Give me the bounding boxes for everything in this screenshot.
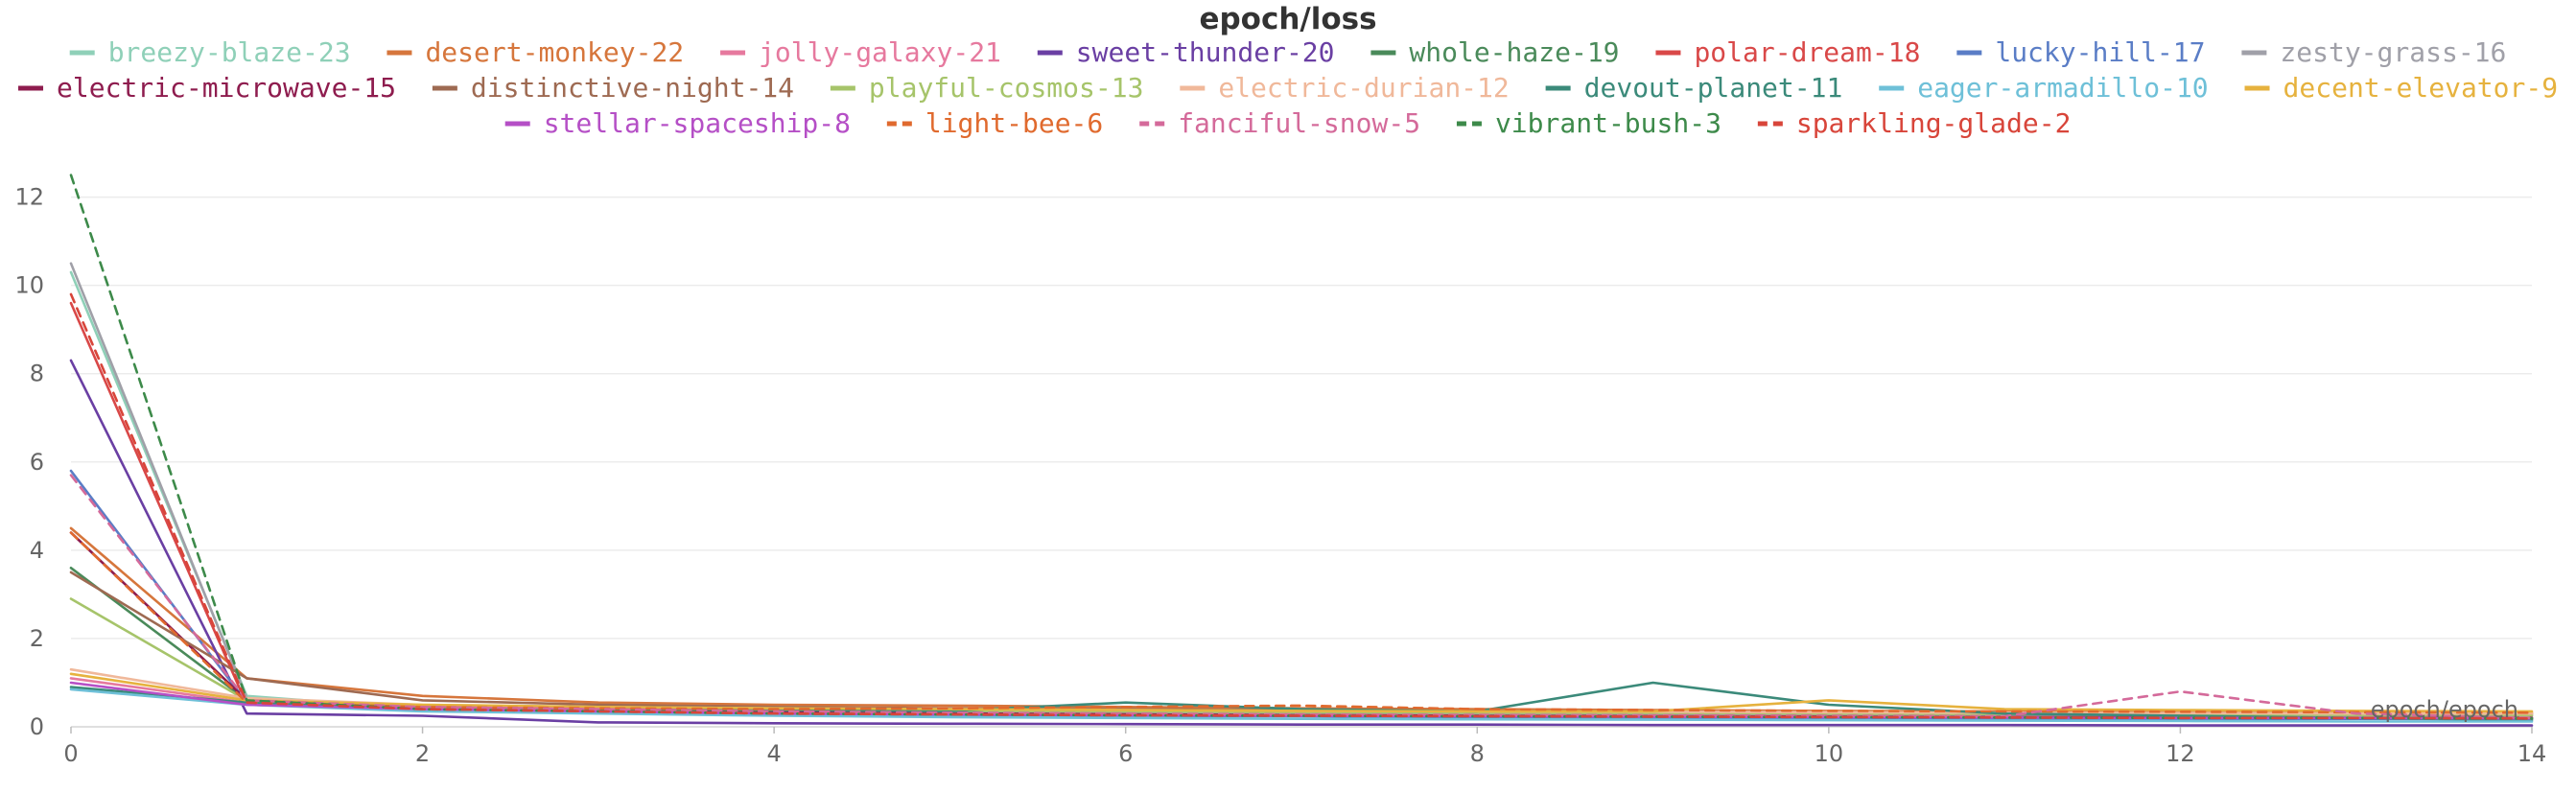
y-tick-label: 0 [30, 713, 44, 740]
legend-item-desert-monkey-22[interactable]: desert-monkey-22 [425, 36, 684, 68]
legend-item-eager-armadillo-10[interactable]: eager-armadillo-10 [1917, 72, 2208, 104]
legend-item-distinctive-night-14[interactable]: distinctive-night-14 [471, 72, 794, 104]
legend: breezy-blaze-23 desert-monkey-22 jolly-gal… [18, 36, 2558, 139]
series-line-distinctive-night-14 [69, 571, 2534, 715]
legend-item-fanciful-snow-5[interactable]: fanciful-snow-5 [1178, 107, 1420, 139]
chart-title: epoch/loss [1199, 2, 1376, 36]
x-tick-label: 14 [2517, 740, 2547, 767]
y-tick-label: 4 [30, 537, 44, 564]
legend-item-playful-cosmos-13[interactable]: playful-cosmos-13 [869, 72, 1144, 104]
legend-item-electric-durian-12[interactable]: electric-durian-12 [1218, 72, 1509, 104]
x-tick-label: 10 [1815, 740, 1844, 767]
y-tick-label: 8 [30, 361, 44, 387]
series-line-lucky-hill-17 [69, 469, 2534, 721]
series-line-sweet-thunder-20 [69, 359, 2534, 727]
grid-lines [71, 196, 2532, 728]
x-axis: 0 2 4 6 8 10 12 14 [63, 727, 2546, 767]
legend-item-lucky-hill-17[interactable]: lucky-hill-17 [1995, 36, 2205, 68]
series-line-decent-elevator-9 [69, 672, 2534, 713]
series-lines [69, 174, 2534, 727]
series-line-vibrant-bush-3 [69, 174, 2534, 720]
x-tick-label: 2 [415, 740, 430, 767]
legend-item-decent-elevator-9[interactable]: decent-elevator-9 [2283, 72, 2559, 104]
legend-item-zesty-grass-16[interactable]: zesty-grass-16 [2280, 36, 2506, 68]
x-axis-label: epoch/epoch [2371, 696, 2518, 723]
x-tick-label: 8 [1470, 740, 1485, 767]
series-line-zesty-grass-16 [69, 262, 2534, 719]
series-line-desert-monkey-22 [69, 526, 2534, 714]
y-tick-label: 6 [30, 449, 44, 476]
legend-item-light-bee-6[interactable]: light-bee-6 [925, 107, 1103, 139]
legend-item-jolly-galaxy-21[interactable]: jolly-galaxy-21 [759, 36, 1001, 68]
legend-item-sparkling-glade-2[interactable]: sparkling-glade-2 [1796, 107, 2072, 139]
legend-item-whole-haze-19[interactable]: whole-haze-19 [1409, 36, 1619, 68]
series-line-light-bee-6 [69, 531, 2534, 714]
x-tick-label: 0 [63, 740, 78, 767]
y-axis: 0 2 4 6 8 10 12 [14, 184, 44, 740]
legend-item-polar-dream-18[interactable]: polar-dream-18 [1694, 36, 1920, 68]
legend-item-stellar-spaceship-8[interactable]: stellar-spaceship-8 [544, 107, 851, 139]
series-line-eager-armadillo-10 [69, 687, 2534, 723]
y-tick-label: 12 [14, 184, 44, 211]
legend-item-electric-microwave-15[interactable]: electric-microwave-15 [57, 72, 396, 104]
legend-item-sweet-thunder-20[interactable]: sweet-thunder-20 [1076, 36, 1335, 68]
legend-item-breezy-blaze-23[interactable]: breezy-blaze-23 [108, 36, 351, 68]
legend-item-devout-planet-11[interactable]: devout-planet-11 [1584, 72, 1843, 104]
y-tick-label: 2 [30, 625, 44, 652]
x-tick-label: 4 [767, 740, 782, 767]
legend-item-vibrant-bush-3[interactable]: vibrant-bush-3 [1495, 107, 1721, 139]
series-line-breezy-blaze-23 [69, 270, 2534, 720]
y-tick-label: 10 [14, 272, 44, 299]
series-line-fanciful-snow-5 [69, 474, 2534, 720]
x-tick-label: 12 [2166, 740, 2195, 767]
x-tick-label: 6 [1118, 740, 1133, 767]
series-line-electric-microwave-15 [69, 531, 2534, 720]
series-line-sparkling-glade-2 [69, 292, 2534, 720]
series-line-polar-dream-18 [69, 301, 2534, 720]
